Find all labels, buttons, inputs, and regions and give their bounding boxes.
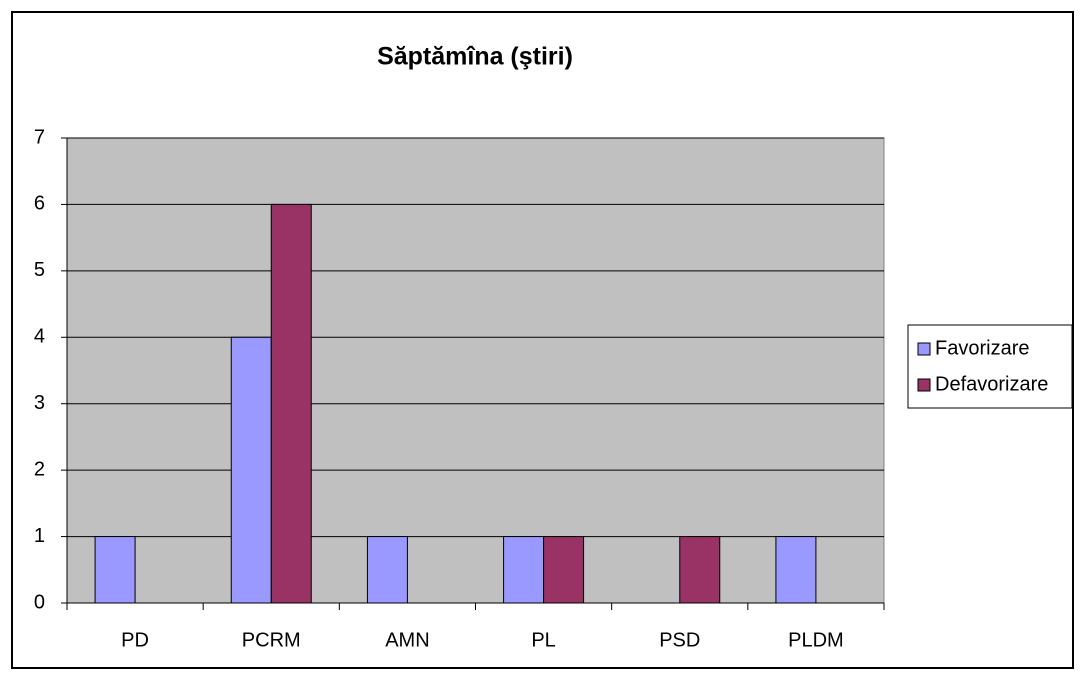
- legend-label: Defavorizare: [935, 373, 1048, 395]
- bar: [503, 536, 545, 604]
- y-tick-label: 3: [34, 392, 45, 414]
- legend-swatch: [917, 378, 931, 392]
- bar: [543, 536, 585, 604]
- bar: [679, 536, 721, 604]
- x-tick-label: PLDM: [788, 629, 844, 651]
- plot-area: [66, 137, 885, 604]
- y-tick-label: 1: [34, 525, 45, 547]
- y-tick-label: 0: [34, 591, 45, 613]
- y-tick-label: 5: [34, 259, 45, 281]
- legend-swatch: [917, 342, 931, 356]
- y-tick-label: 2: [34, 458, 45, 480]
- chart-title: Săptămîna (ştiri): [377, 43, 573, 71]
- y-tick-label: 7: [34, 126, 45, 148]
- legend-label: Favorizare: [935, 337, 1029, 359]
- x-tick-label: PCRM: [242, 629, 301, 651]
- bar: [230, 336, 272, 604]
- x-tick-label: PD: [121, 629, 149, 651]
- x-tick-label: PL: [531, 629, 555, 651]
- bar: [366, 536, 408, 604]
- x-tick-label: PSD: [659, 629, 700, 651]
- bar: [94, 536, 136, 604]
- bar: [270, 203, 312, 604]
- y-tick-label: 6: [34, 193, 45, 215]
- legend-box: [907, 324, 1073, 409]
- x-tick-label: AMN: [385, 629, 429, 651]
- y-tick-label: 4: [34, 326, 45, 348]
- bar: [775, 536, 817, 604]
